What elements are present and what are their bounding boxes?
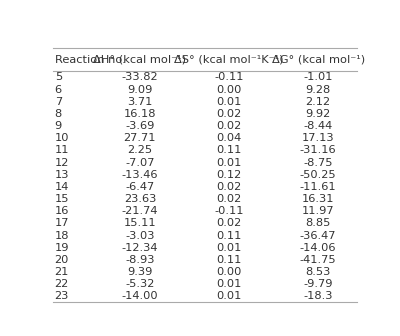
- Text: -1.01: -1.01: [303, 73, 333, 82]
- Text: -3.03: -3.03: [125, 230, 155, 241]
- Text: 12: 12: [55, 158, 69, 168]
- Text: 17: 17: [55, 218, 69, 228]
- Text: -36.47: -36.47: [300, 230, 336, 241]
- Text: -41.75: -41.75: [300, 255, 336, 265]
- Text: 0.12: 0.12: [216, 170, 242, 180]
- Text: 11.97: 11.97: [302, 206, 334, 216]
- Text: 10: 10: [55, 133, 69, 143]
- Text: 0.01: 0.01: [216, 97, 242, 107]
- Text: ΔH° (kcal mol⁻¹): ΔH° (kcal mol⁻¹): [94, 55, 186, 65]
- Text: -8.44: -8.44: [304, 121, 333, 131]
- Text: 9.28: 9.28: [306, 85, 331, 95]
- Text: 0.01: 0.01: [216, 291, 242, 301]
- Text: 27.71: 27.71: [124, 133, 156, 143]
- Text: Reaction no.: Reaction no.: [55, 55, 126, 65]
- Text: 20: 20: [55, 255, 69, 265]
- Text: -0.11: -0.11: [214, 73, 244, 82]
- Text: 8.85: 8.85: [306, 218, 331, 228]
- Text: 9.39: 9.39: [127, 267, 152, 277]
- Text: -12.34: -12.34: [122, 243, 158, 253]
- Text: -6.47: -6.47: [125, 182, 154, 192]
- Text: 2.12: 2.12: [306, 97, 331, 107]
- Text: 0.11: 0.11: [216, 255, 242, 265]
- Text: 2.25: 2.25: [127, 145, 152, 156]
- Text: -9.79: -9.79: [303, 279, 333, 289]
- Text: -11.61: -11.61: [300, 182, 336, 192]
- Text: 21: 21: [55, 267, 69, 277]
- Text: 9.92: 9.92: [306, 109, 331, 119]
- Text: 14: 14: [55, 182, 69, 192]
- Text: 0.01: 0.01: [216, 158, 242, 168]
- Text: 15: 15: [55, 194, 69, 204]
- Text: 15.11: 15.11: [124, 218, 156, 228]
- Text: -21.74: -21.74: [122, 206, 158, 216]
- Text: 18: 18: [55, 230, 69, 241]
- Text: 11: 11: [55, 145, 69, 156]
- Text: 16.31: 16.31: [302, 194, 334, 204]
- Text: -5.32: -5.32: [125, 279, 154, 289]
- Text: 6: 6: [55, 85, 62, 95]
- Text: ΔS° (kcal mol⁻¹K⁻¹): ΔS° (kcal mol⁻¹K⁻¹): [174, 55, 284, 65]
- Text: 0.00: 0.00: [216, 267, 242, 277]
- Text: 0.02: 0.02: [216, 121, 242, 131]
- Text: 0.01: 0.01: [216, 243, 242, 253]
- Text: -8.93: -8.93: [125, 255, 155, 265]
- Text: 0.02: 0.02: [216, 194, 242, 204]
- Text: 8.53: 8.53: [306, 267, 331, 277]
- Text: 0.11: 0.11: [216, 145, 242, 156]
- Text: 0.11: 0.11: [216, 230, 242, 241]
- Text: 0.04: 0.04: [216, 133, 242, 143]
- Text: 19: 19: [55, 243, 69, 253]
- Text: 0.00: 0.00: [216, 85, 242, 95]
- Text: 22: 22: [55, 279, 69, 289]
- Text: 0.02: 0.02: [216, 109, 242, 119]
- Text: 9: 9: [55, 121, 62, 131]
- Text: 17.13: 17.13: [302, 133, 334, 143]
- Text: -14.00: -14.00: [122, 291, 158, 301]
- Text: -8.75: -8.75: [303, 158, 333, 168]
- Text: -14.06: -14.06: [300, 243, 336, 253]
- Text: -13.46: -13.46: [122, 170, 158, 180]
- Text: 0.01: 0.01: [216, 279, 242, 289]
- Text: -33.82: -33.82: [122, 73, 158, 82]
- Text: 13: 13: [55, 170, 69, 180]
- Text: -18.3: -18.3: [303, 291, 333, 301]
- Text: 8: 8: [55, 109, 62, 119]
- Text: -31.16: -31.16: [300, 145, 336, 156]
- Text: -3.69: -3.69: [125, 121, 154, 131]
- Text: 0.02: 0.02: [216, 182, 242, 192]
- Text: -0.11: -0.11: [214, 206, 244, 216]
- Text: 23: 23: [55, 291, 69, 301]
- Text: 7: 7: [55, 97, 62, 107]
- Text: 5: 5: [55, 73, 62, 82]
- Text: 23.63: 23.63: [124, 194, 156, 204]
- Text: 9.09: 9.09: [127, 85, 152, 95]
- Text: 16.18: 16.18: [124, 109, 156, 119]
- Text: -50.25: -50.25: [300, 170, 336, 180]
- Text: 16: 16: [55, 206, 69, 216]
- Text: 3.71: 3.71: [127, 97, 152, 107]
- Text: ΔG° (kcal mol⁻¹): ΔG° (kcal mol⁻¹): [272, 55, 365, 65]
- Text: -7.07: -7.07: [125, 158, 155, 168]
- Text: 0.02: 0.02: [216, 218, 242, 228]
